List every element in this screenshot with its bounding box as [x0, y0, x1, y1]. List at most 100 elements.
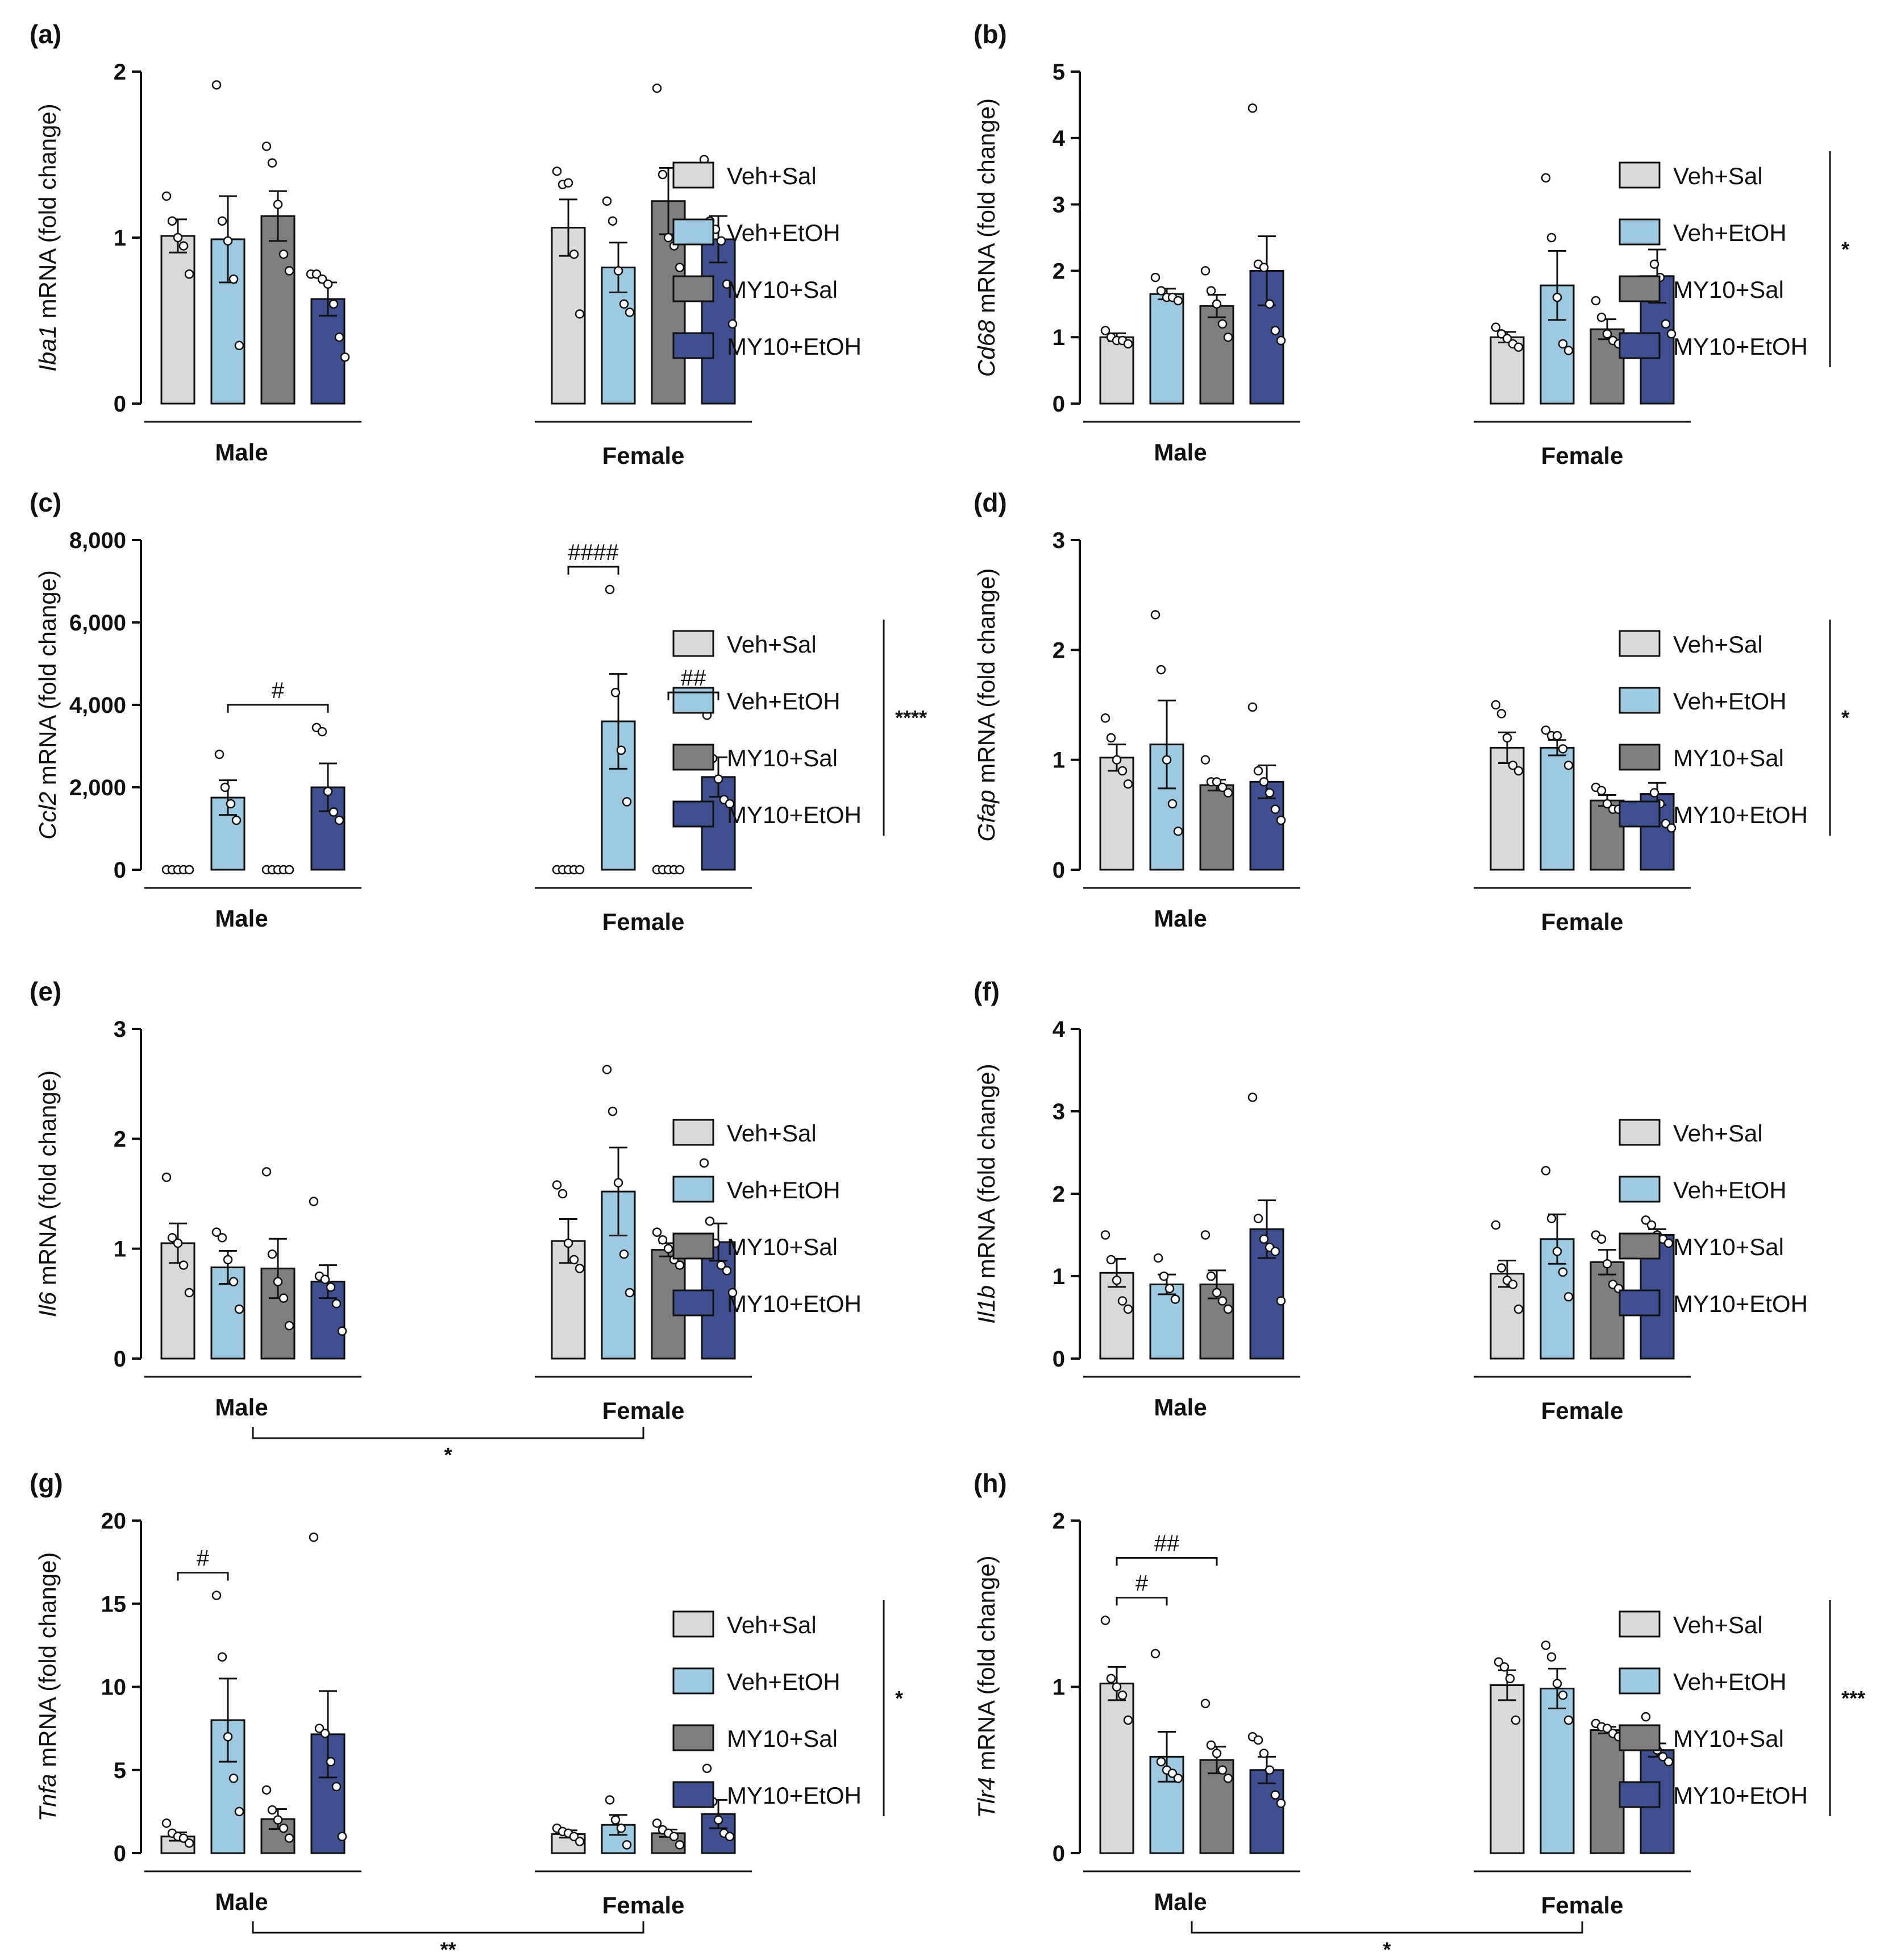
group-label-female: Female	[1541, 908, 1624, 935]
bar-male-my10-sal	[1199, 784, 1234, 871]
legend-swatch	[672, 1119, 714, 1146]
y-tick-label: 1	[1053, 325, 1065, 350]
data-point	[622, 797, 632, 807]
data-point	[334, 332, 344, 342]
legend-label: Veh+Sal	[1673, 163, 1763, 189]
legend-label: MY10+EtOH	[1673, 1782, 1808, 1809]
data-point	[652, 1227, 662, 1237]
legend-label: Veh+EtOH	[1673, 1668, 1787, 1695]
y-axis-label: Gfap mRNA (fold change)	[973, 568, 1000, 842]
panel-iba1: (a) 0 1 2 Iba1 mRNA (fold change) Male Female V…	[30, 19, 862, 469]
data-point	[1513, 342, 1524, 352]
data-point	[1276, 1799, 1286, 1808]
significance-label: *	[1841, 706, 1849, 729]
data-point	[231, 815, 242, 825]
data-point	[602, 196, 612, 206]
data-point	[1502, 334, 1512, 343]
panel-ccl2: (c) 0 2,000 4,000 6,000 8,000 Ccl2 mRNA (fold …	[30, 488, 927, 935]
data-point	[234, 340, 244, 351]
legend-label: Veh+EtOH	[727, 219, 841, 246]
data-point	[1247, 1093, 1258, 1102]
data-point	[1563, 346, 1574, 355]
data-point	[569, 249, 579, 259]
data-point	[331, 1782, 342, 1792]
legend-swatch	[1619, 1232, 1661, 1260]
y-tick-label: 4	[1053, 1017, 1066, 1042]
data-point	[1513, 1304, 1524, 1314]
ylabel-suffix: mRNA (fold change)	[973, 98, 1000, 320]
y-tick-label: 2	[114, 1127, 126, 1152]
data-point	[278, 1293, 289, 1303]
data-point	[317, 274, 327, 284]
y-tick-label: 0	[1053, 1841, 1065, 1866]
bar-female-my10-sal	[1590, 1261, 1625, 1360]
y-tick-label: 0	[1053, 858, 1065, 883]
legend-swatch	[672, 630, 714, 657]
data-point	[184, 1838, 194, 1848]
data-point	[211, 80, 222, 90]
bar-male-my10-sal	[1199, 305, 1234, 405]
legend-label: MY10+EtOH	[1673, 802, 1808, 828]
legend-swatch	[672, 800, 714, 828]
data-point	[1173, 1774, 1183, 1783]
bar-female-veh-sal	[1490, 746, 1525, 871]
data-point	[223, 236, 233, 246]
significance-label: #	[1136, 1571, 1149, 1596]
data-point	[261, 1785, 272, 1795]
data-point	[1259, 1234, 1269, 1244]
data-point	[1276, 815, 1286, 825]
y-tick-label: 1	[114, 226, 126, 251]
data-point	[1558, 744, 1568, 754]
data-point	[1663, 1756, 1674, 1767]
data-point	[1552, 1247, 1562, 1256]
data-point	[722, 279, 732, 289]
y-axis-label: Tlr4 mRNA (fold change)	[973, 1555, 1000, 1818]
data-point	[1117, 1690, 1128, 1700]
data-point	[1508, 1280, 1518, 1289]
y-tick-label: 10	[101, 1675, 127, 1700]
bar-female-veh-etoh	[1540, 1687, 1575, 1854]
ylabel-suffix: mRNA (fold change)	[34, 1552, 61, 1774]
panel-label: (f)	[974, 977, 1000, 1006]
data-point	[705, 1216, 715, 1226]
data-point	[226, 799, 236, 809]
legend-swatch	[672, 1232, 714, 1260]
data-point	[1552, 730, 1562, 741]
data-point	[1649, 788, 1659, 798]
data-point	[1641, 1712, 1651, 1722]
data-point	[1159, 1271, 1169, 1281]
data-point	[1100, 326, 1110, 335]
data-point	[675, 263, 685, 272]
data-point	[167, 216, 177, 226]
data-point	[1270, 1247, 1280, 1256]
legend-swatch	[1619, 1289, 1661, 1317]
data-point	[1596, 1234, 1607, 1244]
panel-gfap: (d) 0 1 2 3 Gfap mRNA (fold change) Male Female…	[973, 488, 1849, 935]
data-point	[1170, 1294, 1180, 1304]
data-point	[1596, 786, 1607, 796]
y-tick-label: 1	[1053, 1675, 1065, 1700]
comparison-bracket	[667, 691, 719, 701]
y-tick-label: 3	[114, 1017, 126, 1042]
legend-swatch	[1619, 1119, 1661, 1146]
legend-label: MY10+EtOH	[727, 802, 862, 828]
legend-swatch	[1619, 687, 1661, 714]
significance-label: ####	[568, 540, 619, 565]
data-point	[1658, 1752, 1668, 1762]
data-point	[1502, 733, 1512, 743]
panel-il1b: (f) 0 1 2 3 4 Il1b mRNA (fold change) Male Femal…	[973, 977, 1808, 1424]
y-axis-label: Tnfa mRNA (fold change)	[34, 1552, 61, 1822]
panel-il6: (e) 0 1 2 3 Il6 mRNA (fold change) Male Female V…	[30, 977, 862, 1467]
y-tick-label: 4,000	[69, 693, 126, 718]
data-point	[675, 1840, 685, 1850]
data-point	[1200, 1699, 1211, 1708]
comparison-bracket	[1116, 1557, 1218, 1566]
data-point	[613, 266, 623, 276]
data-point	[178, 1260, 189, 1270]
bar-male-veh-sal	[1099, 1683, 1134, 1854]
data-point	[1496, 709, 1507, 719]
data-point	[1200, 755, 1211, 765]
data-point	[1558, 1690, 1568, 1700]
data-point	[716, 236, 726, 246]
legend-swatch	[672, 744, 714, 771]
